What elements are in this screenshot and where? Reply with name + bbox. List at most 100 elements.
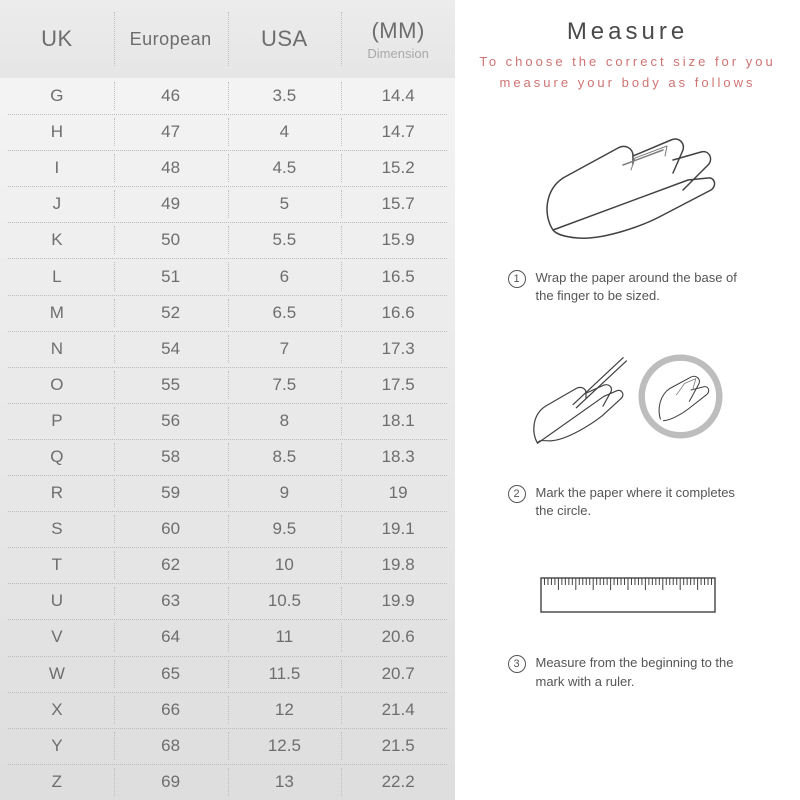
table-cell: 8 (228, 403, 342, 439)
table-cell: N (0, 331, 114, 367)
col-header-uk: UK (0, 0, 114, 78)
table-cell: I (0, 150, 114, 186)
table-row: H47414.7 (0, 114, 455, 150)
step-2: 2 Mark the paper where it completes the … (469, 335, 786, 520)
table-cell: Q (0, 439, 114, 475)
table-cell: 6 (228, 258, 342, 294)
table-cell: P (0, 403, 114, 439)
table-row: X661221.4 (0, 692, 455, 728)
measure-panel: Measure To choose the correct size for y… (455, 0, 800, 800)
table-cell: 51 (114, 258, 228, 294)
table-cell: 46 (114, 78, 228, 114)
table-row: L51616.5 (0, 258, 455, 294)
table-cell: 52 (114, 295, 228, 331)
measure-subtitle: To choose the correct size for you measu… (469, 52, 786, 94)
table-cell: 63 (114, 583, 228, 619)
table-cell: 17.3 (341, 331, 455, 367)
step-1: 1 Wrap the paper around the base of the … (469, 120, 786, 305)
table-cell: 11.5 (228, 656, 342, 692)
step-number: 1 (508, 270, 526, 288)
col-header-european: European (114, 0, 228, 78)
table-cell: 69 (114, 764, 228, 800)
table-cell: T (0, 547, 114, 583)
table-cell: 14.4 (341, 78, 455, 114)
table-cell: X (0, 692, 114, 728)
step-number: 3 (508, 655, 526, 673)
table-cell: 19.9 (341, 583, 455, 619)
table-cell: 20.7 (341, 656, 455, 692)
table-cell: Y (0, 728, 114, 764)
col-subtitle: Dimension (367, 46, 428, 61)
table-cell: 68 (114, 728, 228, 764)
table-cell: 6.5 (228, 295, 342, 331)
table-cell: 9 (228, 475, 342, 511)
table-row: W6511.520.7 (0, 656, 455, 692)
col-header-usa: USA (228, 0, 342, 78)
table-row: P56818.1 (0, 403, 455, 439)
table-row: N54717.3 (0, 331, 455, 367)
col-title: USA (261, 26, 308, 52)
table-cell: S (0, 511, 114, 547)
table-cell: 19.8 (341, 547, 455, 583)
table-cell: 58 (114, 439, 228, 475)
col-title: (MM) (371, 18, 424, 44)
table-row: U6310.519.9 (0, 583, 455, 619)
table-cell: J (0, 186, 114, 222)
table-cell: M (0, 295, 114, 331)
table-cell: 10.5 (228, 583, 342, 619)
table-cell: 50 (114, 222, 228, 258)
table-cell: G (0, 78, 114, 114)
table-cell: L (0, 258, 114, 294)
table-row: T621019.8 (0, 547, 455, 583)
col-title: European (130, 29, 212, 50)
table-cell: 11 (228, 619, 342, 655)
table-cell: 22.2 (341, 764, 455, 800)
hand-wrap-icon (523, 120, 733, 255)
table-cell: H (0, 114, 114, 150)
table-cell: 7 (228, 331, 342, 367)
table-row: Q588.518.3 (0, 439, 455, 475)
table-cell: U (0, 583, 114, 619)
hand-mark-icon (523, 335, 733, 470)
table-cell: 4.5 (228, 150, 342, 186)
table-cell: 8.5 (228, 439, 342, 475)
step-3: 3 Measure from the beginning to the mark… (469, 550, 786, 690)
table-cell: 12 (228, 692, 342, 728)
measure-title: Measure (567, 18, 688, 46)
col-header-mm: (MM) Dimension (341, 0, 455, 78)
table-cell: 16.6 (341, 295, 455, 331)
table-cell: 5 (228, 186, 342, 222)
table-cell: 18.3 (341, 439, 455, 475)
table-cell: 16.5 (341, 258, 455, 294)
table-cell: 20.6 (341, 619, 455, 655)
table-cell: 49 (114, 186, 228, 222)
table-row: J49515.7 (0, 186, 455, 222)
table-cell: 21.4 (341, 692, 455, 728)
table-cell: 65 (114, 656, 228, 692)
table-cell: 7.5 (228, 367, 342, 403)
col-title: UK (41, 26, 73, 52)
table-row: Z691322.2 (0, 764, 455, 800)
table-row: I484.515.2 (0, 150, 455, 186)
table-row: M526.516.6 (0, 295, 455, 331)
table-cell: R (0, 475, 114, 511)
table-cell: 10 (228, 547, 342, 583)
table-row: V641120.6 (0, 619, 455, 655)
table-cell: 5.5 (228, 222, 342, 258)
table-cell: 14.7 (341, 114, 455, 150)
table-cell: 47 (114, 114, 228, 150)
table-row: R59919 (0, 475, 455, 511)
step-text: Measure from the beginning to the mark w… (536, 654, 748, 690)
ruler-icon (523, 550, 733, 640)
table-cell: 66 (114, 692, 228, 728)
table-cell: 17.5 (341, 367, 455, 403)
table-cell: 19.1 (341, 511, 455, 547)
table-cell: 19 (341, 475, 455, 511)
table-cell: 4 (228, 114, 342, 150)
table-cell: 59 (114, 475, 228, 511)
table-cell: 18.1 (341, 403, 455, 439)
table-cell: 54 (114, 331, 228, 367)
step-text: Mark the paper where it completes the ci… (536, 484, 748, 520)
table-row: O557.517.5 (0, 367, 455, 403)
table-cell: 62 (114, 547, 228, 583)
